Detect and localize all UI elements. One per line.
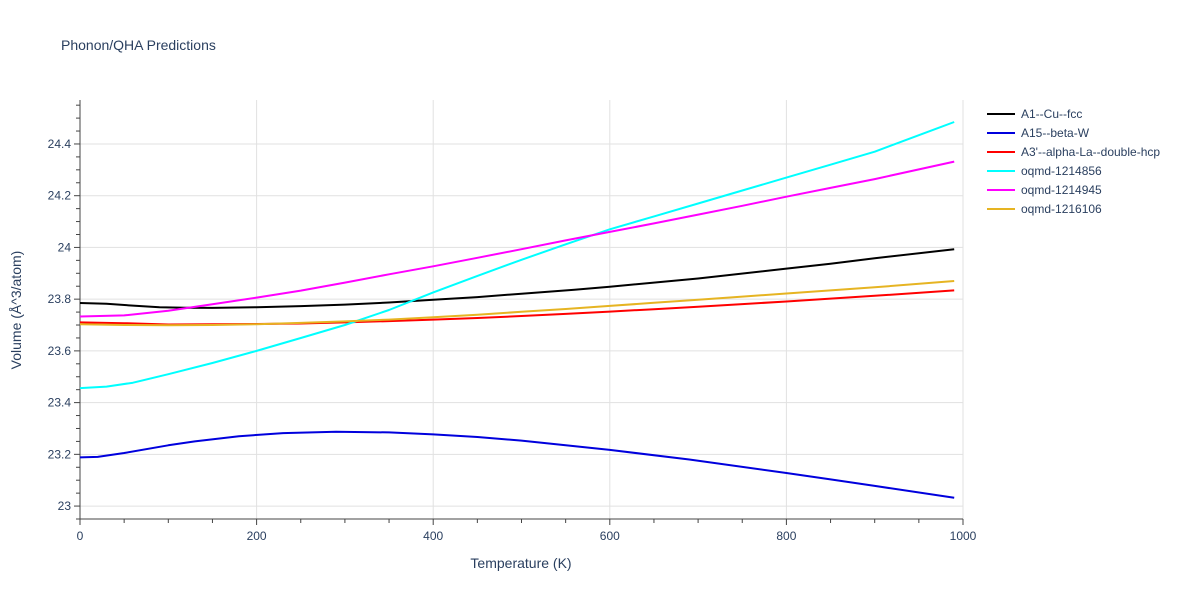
legend-label: A3'--alpha-La--double-hcp	[1021, 145, 1160, 159]
y-tick-label: 23	[58, 499, 72, 513]
x-tick-label: 400	[423, 529, 443, 543]
series-lines	[79, 121, 955, 499]
legend[interactable]: A1--Cu--fcc A15--beta-W A3'--alpha-La--dou…	[987, 107, 1160, 216]
y-tick-label: 23.2	[48, 447, 72, 461]
series-line	[79, 430, 955, 499]
legend-label: A15--beta-W	[1021, 126, 1090, 140]
legend-label: oqmd-1216106	[1021, 202, 1102, 216]
legend-item[interactable]: A15--beta-W	[987, 126, 1090, 140]
legend-label: A1--Cu--fcc	[1021, 107, 1082, 121]
series-line	[79, 280, 955, 327]
series-line	[79, 160, 955, 318]
legend-label: oqmd-1214856	[1021, 164, 1102, 178]
x-tick-label: 1000	[950, 529, 977, 543]
legend-item[interactable]: A1--Cu--fcc	[987, 107, 1082, 121]
y-axis-title: Volume (Å^3/atom)	[8, 251, 24, 370]
axes: 0 200 400 600 800 1000 23 23.2 23.4 23.6 23.8 24 24.…	[48, 100, 977, 543]
y-tick-label: 23.6	[48, 344, 72, 358]
legend-label: oqmd-1214945	[1021, 183, 1102, 197]
x-tick-label: 600	[600, 529, 620, 543]
legend-item[interactable]: A3'--alpha-La--double-hcp	[987, 145, 1160, 159]
y-tick-label: 24.2	[48, 189, 72, 203]
chart-title: Phonon/QHA Predictions	[61, 37, 216, 53]
legend-item[interactable]: oqmd-1214945	[987, 183, 1102, 197]
y-tick-label: 23.4	[48, 396, 72, 410]
y-tick-label: 24.4	[48, 137, 72, 151]
x-axis-title: Temperature (K)	[470, 555, 571, 571]
legend-item[interactable]: oqmd-1216106	[987, 202, 1102, 216]
x-tick-label: 0	[77, 529, 84, 543]
y-tick-label: 23.8	[48, 292, 72, 306]
y-tick-label: 24	[58, 240, 72, 254]
x-tick-label: 800	[776, 529, 796, 543]
legend-item[interactable]: oqmd-1214856	[987, 164, 1102, 178]
x-tick-label: 200	[247, 529, 267, 543]
series-line	[79, 121, 955, 390]
